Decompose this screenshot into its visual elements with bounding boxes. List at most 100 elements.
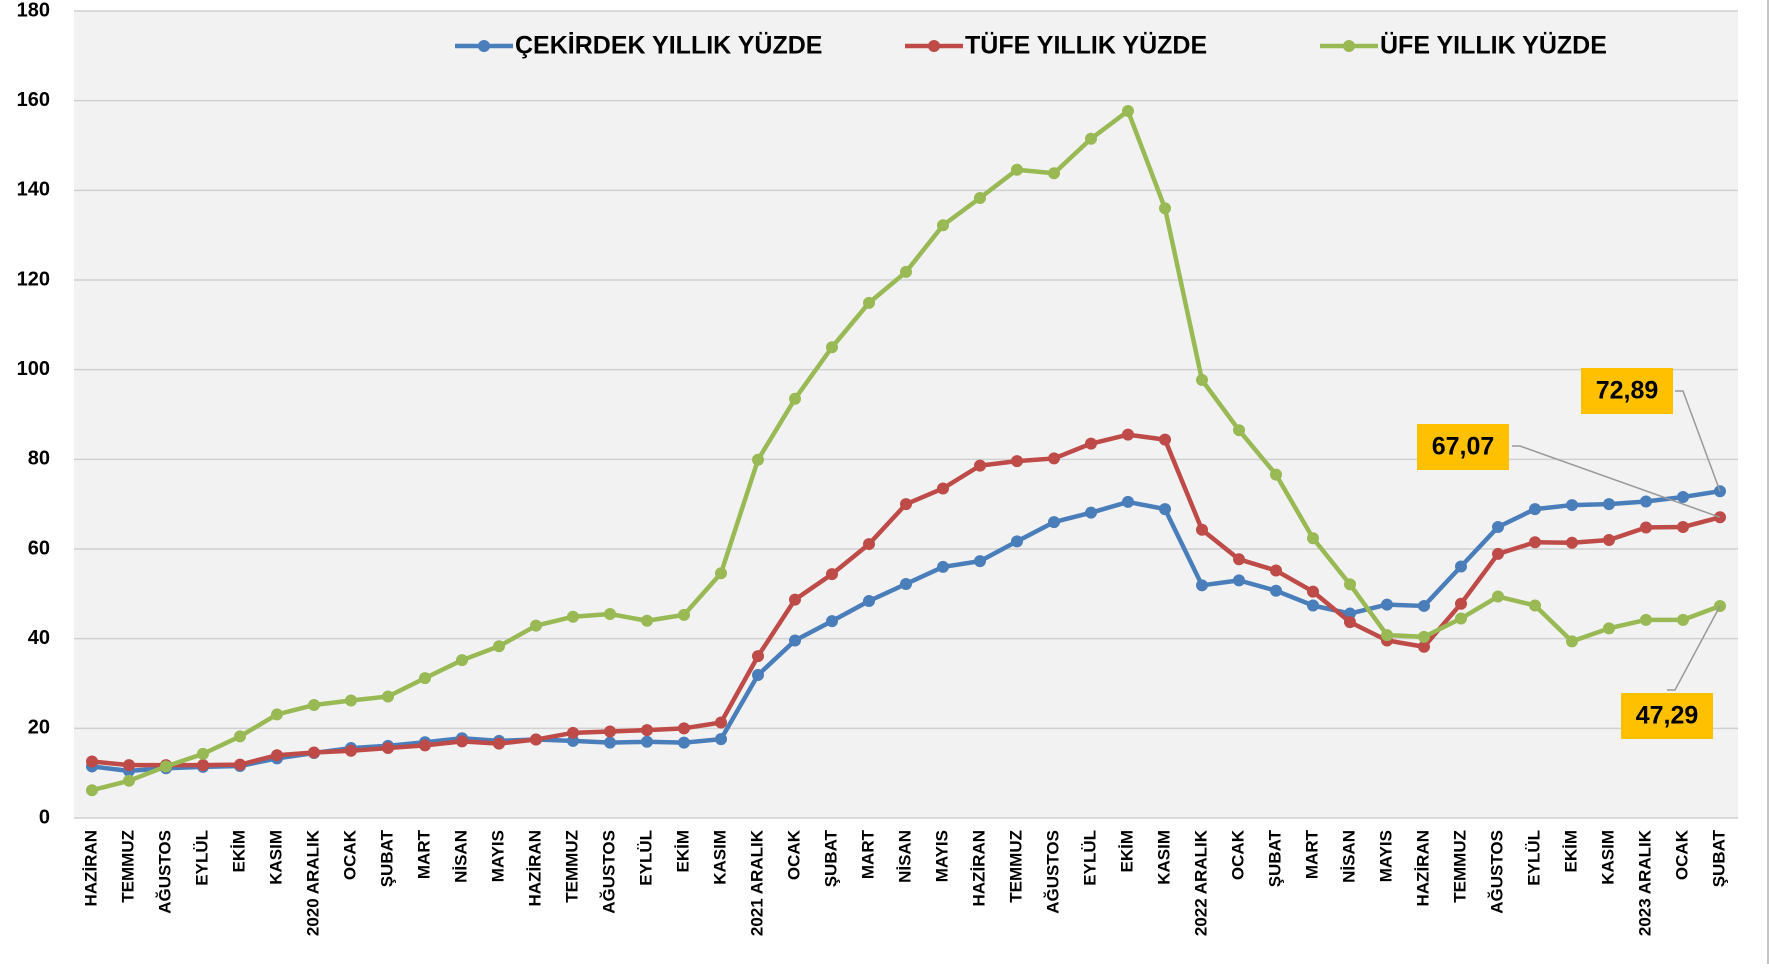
point [715,716,727,729]
x-tick-label: EYLÜL [1524,830,1543,886]
legend-item: ÇEKİRDEK YILLIK YÜZDE [455,31,822,60]
point [678,608,690,621]
point [1011,535,1023,548]
point [604,725,616,738]
legend-item: ÜFE YILLIK YÜZDE [1320,31,1607,60]
label-box [1581,368,1673,414]
point [1233,574,1245,587]
x-tick-label: EKİM [229,830,248,873]
point [493,737,505,750]
point [974,191,986,204]
legend-marker [1343,40,1355,52]
x-tick-label: AĞUSTOS [1043,830,1062,914]
point [1122,428,1134,441]
label-box [1621,693,1713,739]
point [271,749,283,762]
x-tick-label: AĞUSTOS [155,830,174,914]
x-tick-label: OCAK [1672,829,1691,880]
point [567,726,579,739]
x-tick-label: HAZİRAN [969,830,988,907]
x-tick-label: EYLÜL [636,830,655,886]
point [752,650,764,663]
x-tick-label: KASIM [710,830,729,885]
point [271,708,283,721]
x-tick-label: ŞUBAT [1709,829,1728,887]
point [234,730,246,743]
x-tick-label: ŞUBAT [1265,829,1284,887]
point [382,690,394,703]
point [1011,163,1023,176]
point [1159,503,1171,516]
point [937,219,949,232]
point [752,668,764,681]
point [900,498,912,511]
point [1455,597,1467,610]
y-tick-label: 180 [17,0,50,21]
data-label: 67,07 [1432,433,1495,461]
point [419,739,431,752]
point [308,699,320,712]
x-tick-label: 2023 ARALIK [1635,829,1654,936]
x-tick-label: NİSAN [895,830,914,883]
point [1455,560,1467,573]
point [1603,622,1615,635]
y-tick-label: 80 [28,448,50,470]
point [1196,579,1208,592]
point [1307,599,1319,612]
y-tick-label: 100 [17,358,50,380]
point [715,733,727,746]
x-tick-label: TEMMUZ [562,830,581,903]
point [1603,498,1615,511]
point [419,672,431,685]
point [1640,613,1652,626]
point [1307,532,1319,545]
point [1381,629,1393,642]
x-tick-label: MART [414,829,433,879]
point [197,759,209,772]
point [493,640,505,653]
x-tick-label: EKİM [1561,830,1580,873]
x-tick-label: ŞUBAT [377,829,396,887]
point [937,560,949,573]
y-tick-label: 40 [28,627,50,649]
x-tick-label: MART [1302,829,1321,879]
point [1344,616,1356,629]
point [1492,547,1504,560]
point [86,755,98,768]
point [1233,553,1245,566]
label-box [1417,424,1509,470]
x-tick-label: NİSAN [1339,830,1358,883]
point [604,608,616,621]
legend-item: TÜFE YILLIK YÜZDE [905,31,1207,60]
point [123,774,135,787]
x-tick-label: 2021 ARALIK [747,829,766,936]
point [974,555,986,568]
point [1196,523,1208,536]
x-tick-label: TEMMUZ [118,830,137,903]
point [1344,607,1356,620]
point [974,459,986,472]
point [1270,584,1282,597]
point [567,610,579,623]
point [1159,433,1171,446]
point [1455,612,1467,625]
x-tick-label: 2020 ARALIK [303,829,322,936]
legend-marker [928,40,940,52]
point [1048,452,1060,465]
y-tick-label: 60 [28,537,50,559]
point [197,747,209,760]
point [1529,599,1541,612]
point [826,568,838,581]
point [1270,468,1282,481]
x-tick-label: TEMMUZ [1006,830,1025,903]
x-tick-label: EKİM [1117,830,1136,873]
x-tick-label: 2022 ARALIK [1191,829,1210,936]
point [160,760,172,773]
point [1566,499,1578,512]
x-tick-label: KASIM [1154,830,1173,885]
point [1233,424,1245,437]
point [345,694,357,707]
point [1048,516,1060,529]
point [1085,437,1097,450]
x-tick-label: EYLÜL [192,830,211,886]
